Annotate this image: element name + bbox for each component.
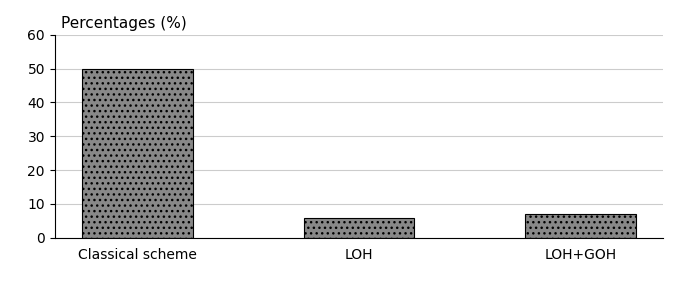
Bar: [82, 69, 193, 238]
Bar: [304, 218, 415, 238]
Text: Percentages (%): Percentages (%): [61, 16, 187, 31]
Bar: [525, 214, 636, 238]
